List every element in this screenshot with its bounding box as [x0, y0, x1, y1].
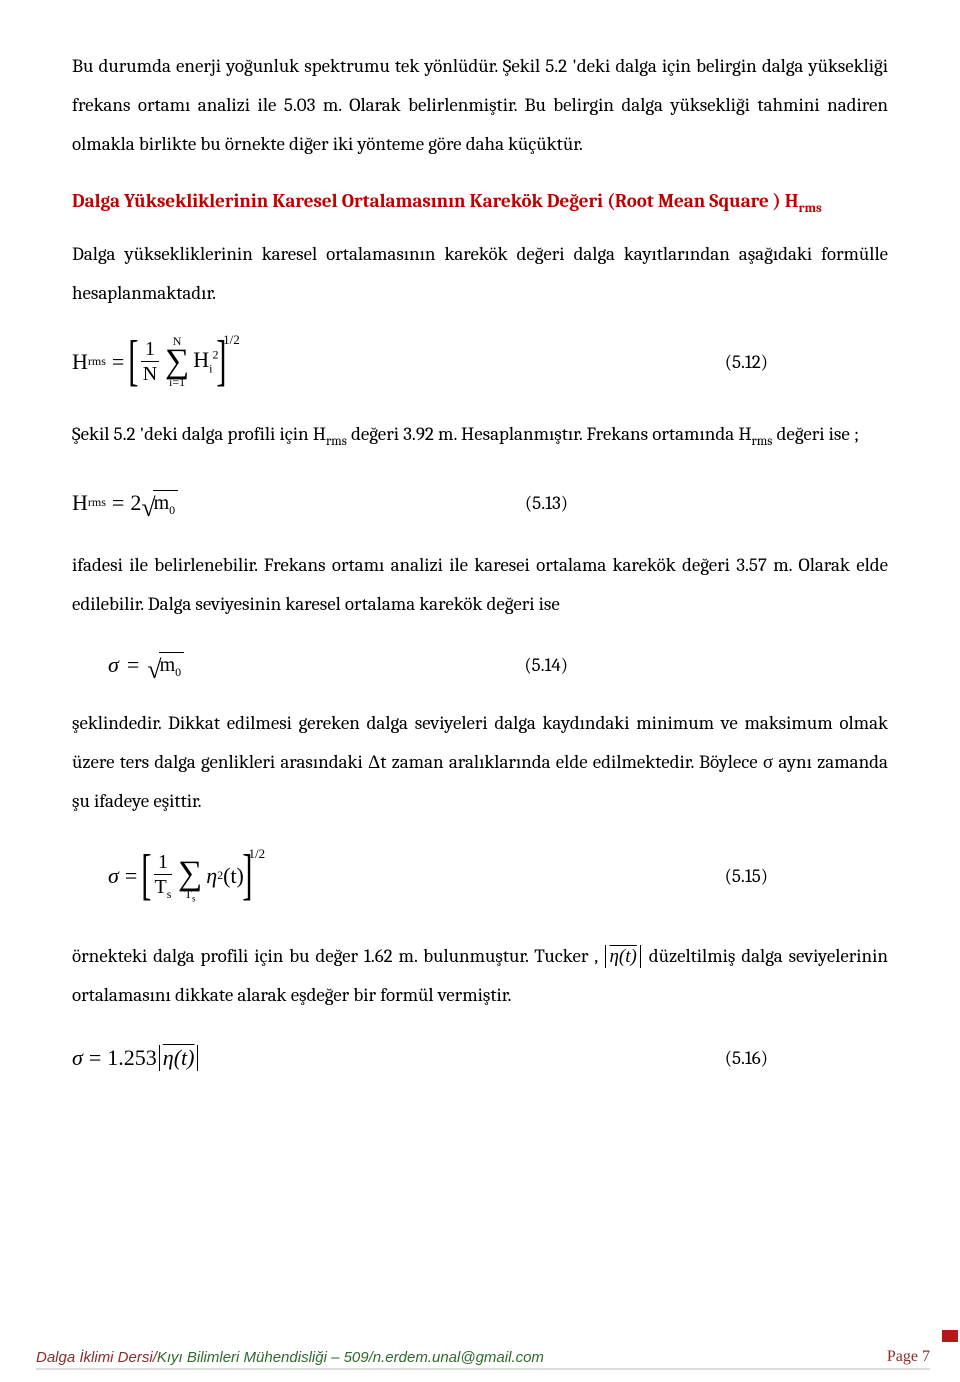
eq13-lhs-sub: rms: [88, 495, 106, 510]
eq13-sqrt: √ m0: [141, 490, 178, 516]
equation-5-16: σ = 1.253 η(t) (5.16): [72, 1045, 888, 1071]
eq-5-15-body: σ = [ 1 Ts ∑ Ts η2(t) ] 1/2: [72, 849, 267, 904]
equation-5-12: Hrms = [ 1 N N ∑ i=1 Hi2 ] 1/2 (5.1: [72, 336, 888, 387]
eq15-outer-exp: 1/2: [249, 846, 266, 862]
eq12-term: Hi2: [193, 347, 218, 376]
eq13-coef: 2: [130, 490, 141, 516]
footer-left-italic: Dalga İklimi Dersi/: [36, 1349, 157, 1366]
eq15-bracket-group: [ 1 Ts ∑ Ts η2(t) ]: [143, 849, 250, 904]
eq16-abs: η(t): [159, 1045, 199, 1071]
footer-left-green: Kıyı Bilimleri Mühendisliği – 509/n.erde…: [157, 1349, 544, 1366]
eq14-lhs: σ: [108, 652, 119, 678]
eq12-fraction: 1 N: [141, 339, 159, 384]
eq-5-12-body: Hrms = [ 1 N N ∑ i=1 Hi2 ] 1/2: [72, 336, 242, 387]
left-bracket-icon: [: [129, 342, 139, 381]
eq-5-16-number: (5.16): [725, 1047, 888, 1069]
eq13-rad-body: m0: [153, 490, 179, 516]
eq12-frac-top: 1: [145, 339, 155, 361]
right-bracket-icon: ]: [242, 856, 252, 895]
eq12-lhs-sub: rms: [88, 354, 106, 369]
eq-5-12-number: (5.12): [725, 351, 888, 373]
eq-5-14-number: (5.14): [524, 654, 888, 676]
p3-sub1: rms: [326, 434, 347, 449]
eq15-frac-bot-sub: s: [167, 887, 172, 901]
equation-5-13: Hrms = 2 √ m0 (5.13): [72, 490, 888, 516]
eq15-fraction: 1 Ts: [154, 852, 172, 900]
eq15-sum-bot-sub: s: [192, 894, 196, 904]
eq-5-13-number: (5.13): [525, 492, 888, 514]
paragraph-6: örnekteki dalga profili için bu değer 1.…: [72, 937, 888, 1015]
p3-b: değeri 3.92 m. Hesaplanmıştır. Frekans o…: [347, 423, 752, 445]
right-bracket-icon: ]: [217, 342, 227, 381]
p3-a: Şekil 5.2 'deki dalga profili için H: [72, 423, 326, 445]
eq14-rad-sub: 0: [175, 665, 181, 679]
eq15-sum-bot: Ts: [185, 889, 196, 903]
equals: =: [112, 349, 124, 375]
eq16-coef: 1.253: [107, 1045, 157, 1071]
eq15-frac-top: 1: [158, 852, 168, 874]
equals: =: [127, 652, 139, 678]
paragraph-3: Şekil 5.2 'deki dalga profili için Hrms …: [72, 415, 888, 455]
eq12-outer-exp: 1/2: [223, 332, 240, 348]
eq-5-16-body: σ = 1.253 η(t): [72, 1045, 200, 1071]
page: Bu durumda enerji yoğunluk spektrumu tek…: [0, 0, 960, 1382]
eq-5-15-number: (5.15): [725, 865, 888, 887]
sigma-icon: ∑: [178, 859, 202, 890]
sigma-icon: ∑: [165, 347, 189, 378]
paragraph-5: şeklindedir. Dikkat edilmesi gereken dal…: [72, 704, 888, 821]
paragraph-4: ifadesi ile belirlenebilir. Frekans orta…: [72, 546, 888, 624]
p3-sub2: rms: [752, 434, 773, 449]
paragraph-intro: Bu durumda enerji yoğunluk spektrumu tek…: [72, 47, 888, 164]
radical-icon: √: [141, 498, 155, 519]
heading-text: Dalga Yüksekliklerinin Karesel Ortalamas…: [72, 190, 799, 212]
eq12-sigma: N ∑ i=1: [165, 336, 189, 387]
eq13-lhs-sym: H: [72, 490, 88, 516]
p6-a: örnekteki dalga profili için bu değer 1.…: [72, 945, 603, 967]
eq15-lhs: σ: [108, 863, 119, 889]
eq14-rad-body: m0: [159, 652, 185, 678]
heading-rms: Dalga Yüksekliklerinin Karesel Ortalamas…: [72, 190, 888, 216]
eq15-frac-bot-sym: T: [154, 876, 166, 898]
eq12-term-sub: i: [209, 362, 212, 376]
eq-5-14-body: σ = √ m0: [72, 652, 184, 678]
p6-abs-eta: η(t): [605, 945, 640, 968]
eq12-term-sym: H: [193, 347, 209, 372]
eq12-bracket-group: [ 1 N N ∑ i=1 Hi2 ]: [130, 336, 225, 387]
eq15-frac-bot: Ts: [154, 874, 172, 900]
eq-5-13-body: Hrms = 2 √ m0: [72, 490, 178, 516]
heading-subscript: rms: [799, 201, 822, 216]
eq16-eta-overline: η(t): [163, 1045, 195, 1070]
equals: =: [89, 1045, 101, 1071]
paragraph-2: Dalga yüksekliklerinin karesel ortalamas…: [72, 235, 888, 313]
red-corner-mark: [942, 1330, 958, 1342]
equals: =: [125, 863, 137, 889]
eq16-lhs: σ: [72, 1045, 83, 1071]
eq12-lhs-sym: H: [72, 349, 88, 375]
equation-5-14: σ = √ m0 (5.14): [72, 652, 888, 678]
eq15-arg: (t): [223, 863, 244, 889]
footer-left: Dalga İklimi Dersi/Kıyı Bilimleri Mühend…: [36, 1349, 544, 1366]
footer-page-number: Page 7: [887, 1348, 930, 1366]
eq15-sigma: ∑ Ts: [178, 849, 202, 904]
p6-eta-overline: η(t): [609, 946, 636, 967]
eq15-eta: η: [206, 863, 217, 889]
left-bracket-icon: [: [141, 856, 151, 895]
equals: =: [112, 490, 124, 516]
equation-5-15: σ = [ 1 Ts ∑ Ts η2(t) ] 1/2 (5.15): [72, 849, 888, 904]
radical-icon: √: [147, 660, 161, 681]
eq12-sum-bot: i=1: [169, 377, 185, 387]
p3-c: değeri ise ;: [772, 423, 859, 445]
eq12-frac-bot: N: [141, 361, 159, 384]
eq13-rad-sub: 0: [169, 503, 175, 517]
eq15-sum-bot-sym: T: [185, 887, 192, 901]
eq14-sqrt: √ m0: [147, 652, 184, 678]
page-footer: Dalga İklimi Dersi/Kıyı Bilimleri Mühend…: [36, 1348, 930, 1370]
